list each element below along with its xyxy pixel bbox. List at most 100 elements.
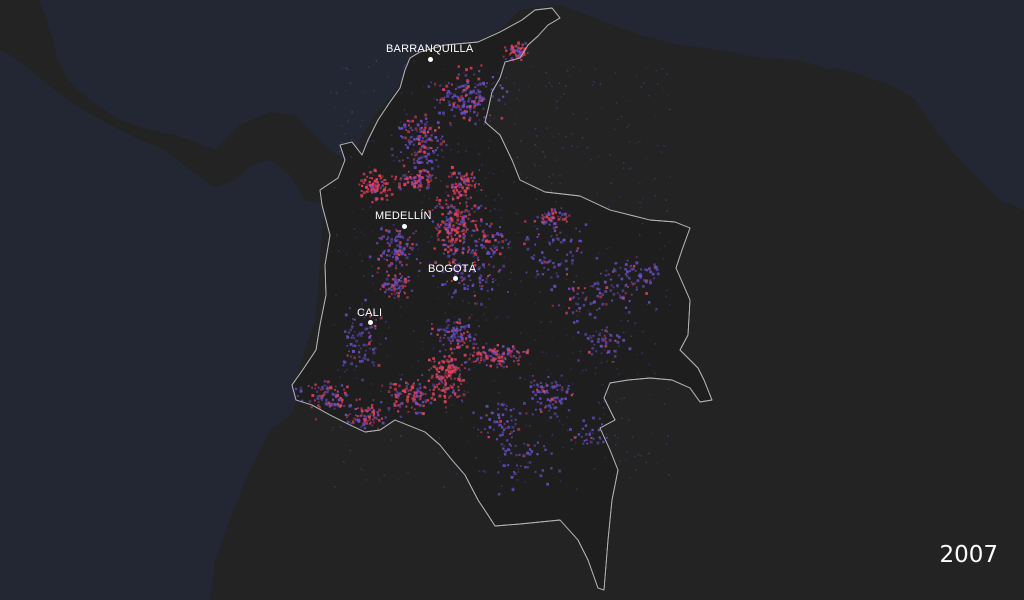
incident-dot (502, 352, 504, 354)
incident-dot (607, 350, 611, 354)
incident-dot (460, 178, 464, 181)
incident-dot (518, 55, 521, 58)
incident-dot (444, 330, 448, 333)
incident-dot (461, 399, 463, 402)
incident-dot (395, 236, 397, 239)
incident-dot (441, 366, 445, 369)
incident-dot (501, 431, 505, 434)
incident-dot (387, 390, 391, 393)
incident-dot (448, 354, 451, 357)
incident-dot (525, 238, 528, 241)
incident-dot (394, 258, 398, 262)
incident-dot (451, 391, 455, 394)
incident-dot (648, 452, 650, 455)
incident-dot (445, 199, 448, 202)
incident-dot (417, 248, 419, 251)
incident-dot (365, 422, 368, 425)
city-dot-medellin[interactable] (402, 224, 407, 229)
incident-dot (533, 379, 536, 382)
incident-dot (397, 244, 400, 247)
incident-dot (465, 93, 469, 97)
incident-dot (395, 264, 397, 267)
incident-dot (367, 358, 369, 360)
incident-dot (635, 469, 637, 471)
incident-dot (355, 339, 358, 343)
incident-dot (457, 143, 460, 145)
incident-dot (483, 98, 486, 101)
incident-dot (625, 274, 629, 278)
incident-dot (515, 45, 518, 48)
incident-dot (454, 208, 457, 211)
incident-dot (447, 218, 450, 221)
incident-dot (446, 372, 449, 375)
incident-dot (352, 337, 356, 340)
city-dot-cali[interactable] (368, 320, 373, 325)
incident-dot (515, 49, 518, 52)
incident-dot (370, 195, 372, 197)
incident-dot (446, 227, 449, 230)
incident-dot (431, 174, 434, 177)
incident-dot (358, 332, 362, 335)
incident-dot (366, 327, 369, 330)
incident-dot (363, 234, 366, 236)
incident-dot (459, 108, 462, 111)
incident-dot (456, 322, 459, 324)
incident-dot (438, 229, 442, 233)
incident-dot (500, 116, 504, 120)
incident-dot (628, 269, 632, 273)
incident-dot (391, 154, 394, 157)
incident-dot (454, 358, 457, 361)
incident-dot (546, 482, 549, 486)
incident-dot (388, 282, 391, 285)
incident-dot (645, 66, 647, 69)
incident-dot (518, 52, 522, 56)
incident-dot (581, 137, 584, 139)
incident-dot (428, 138, 432, 142)
incident-dot (414, 180, 417, 182)
incident-dot (453, 290, 457, 294)
incident-dot (481, 164, 483, 166)
incident-dot (393, 287, 396, 291)
incident-dot (363, 414, 366, 417)
city-dot-barranquilla[interactable] (428, 57, 433, 62)
incident-dot (326, 385, 329, 388)
incident-dot (618, 373, 620, 376)
incident-dot (480, 287, 483, 291)
incident-dot (454, 269, 458, 273)
incident-dot (495, 438, 498, 441)
incident-dot (516, 213, 519, 215)
incident-dot (491, 287, 493, 290)
incident-dot (424, 134, 427, 138)
incident-dot (504, 359, 507, 361)
incident-dot (382, 285, 385, 288)
incident-dot (553, 208, 557, 211)
incident-dot (469, 339, 472, 342)
incident-dot (539, 408, 542, 411)
incident-dot (488, 418, 492, 421)
incident-dot (454, 393, 457, 396)
incident-dot (414, 396, 417, 399)
incident-dot (461, 97, 465, 101)
incident-dot (416, 123, 420, 127)
incident-dot (433, 98, 436, 100)
city-dot-bogota[interactable] (453, 276, 458, 281)
incident-dot (571, 254, 574, 258)
incident-dot (648, 301, 651, 304)
incident-dot (450, 186, 453, 189)
incident-dot (480, 355, 483, 357)
incident-dot (387, 274, 390, 277)
incident-dot (498, 268, 502, 272)
incident-dot (431, 323, 433, 325)
incident-dot (301, 399, 304, 402)
incident-dot (439, 376, 442, 379)
incident-dot (449, 367, 452, 370)
incident-dot (538, 259, 542, 262)
incident-dot (418, 179, 422, 183)
incident-dot (566, 253, 569, 256)
year-label: 2007 (939, 542, 998, 568)
incident-dot (445, 220, 447, 222)
incident-dot (471, 314, 473, 316)
incident-dot (576, 292, 579, 295)
incident-dot (416, 174, 419, 177)
